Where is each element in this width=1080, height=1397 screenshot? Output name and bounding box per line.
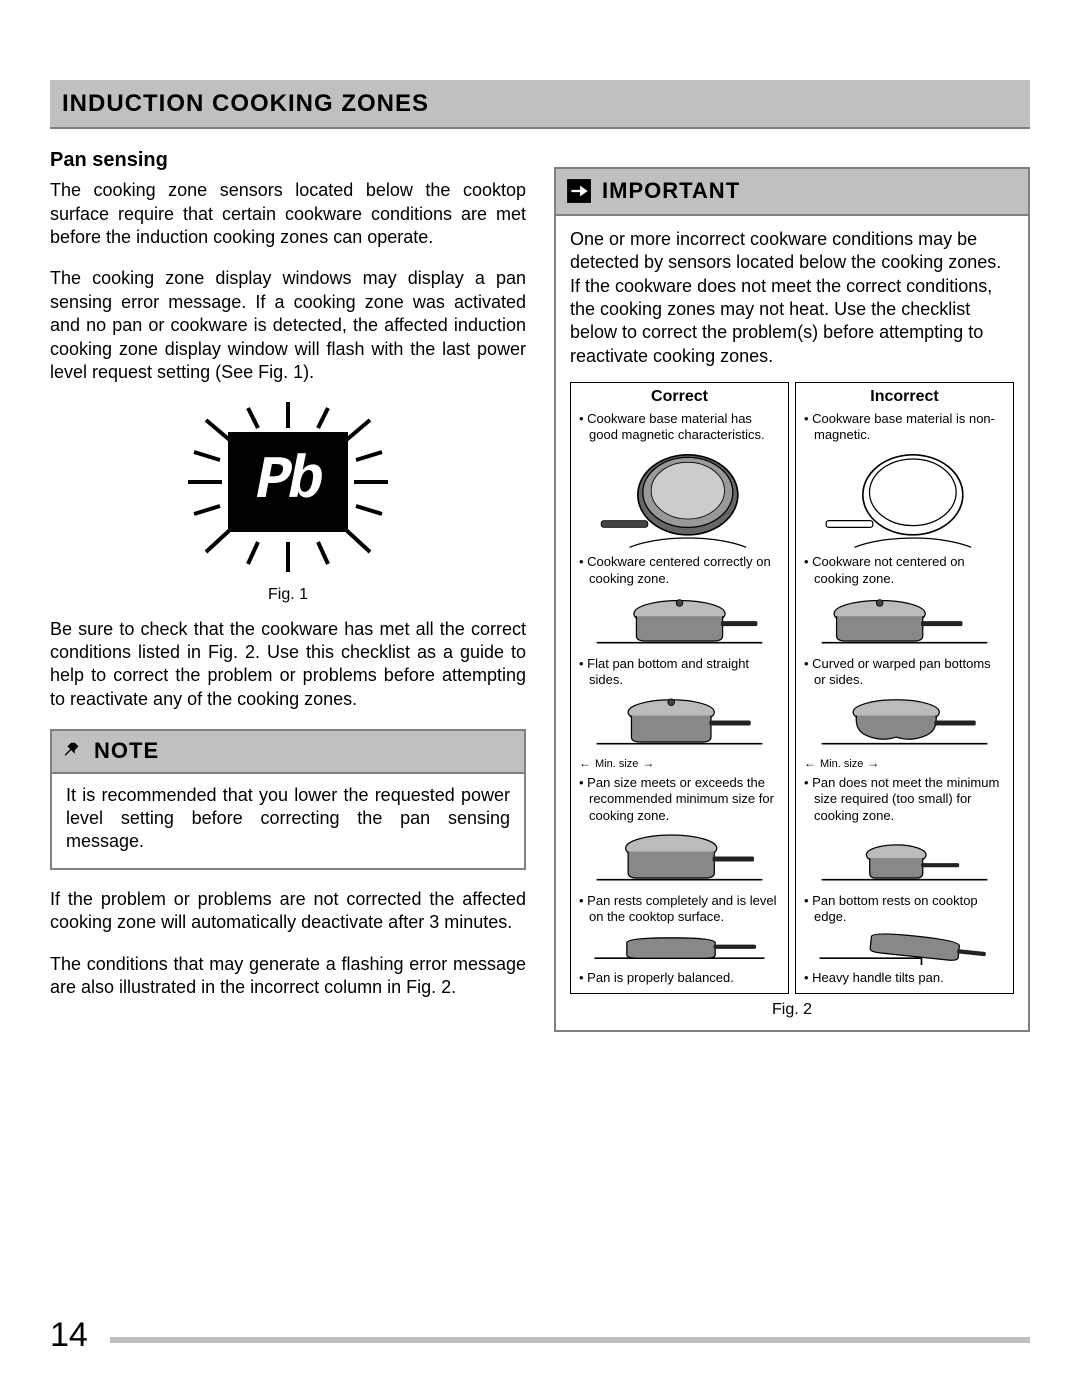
note-header: NOTE bbox=[52, 731, 524, 774]
pan-level-diagram bbox=[579, 931, 780, 965]
pan-centered-diagram bbox=[579, 593, 780, 651]
pan-edge-diagram bbox=[804, 931, 1005, 965]
intro-paragraph-1: The cooking zone sensors located below t… bbox=[50, 179, 526, 249]
pb-error-display: Pb bbox=[188, 402, 388, 572]
note-label: NOTE bbox=[94, 737, 159, 766]
correct-item-2: Cookware centered correctly on cooking z… bbox=[571, 553, 788, 589]
incorrect-item-2: Cookware not centered on cooking zone. bbox=[796, 553, 1013, 589]
pan-warped-diagram bbox=[804, 694, 1005, 752]
right-column: IMPORTANT One or more incorrect cookware… bbox=[554, 147, 1030, 1032]
arrow-right-small-icon: → bbox=[642, 756, 654, 772]
checklist: Correct Cookware base material has good … bbox=[570, 382, 1014, 993]
incorrect-item-5: Pan bottom rests on cooktop edge. bbox=[796, 892, 1013, 928]
important-text: One or more incorrect cookware condition… bbox=[570, 228, 1014, 368]
display-code: Pb bbox=[256, 443, 320, 521]
incorrect-item-6: Heavy handle tilts pan. bbox=[796, 969, 1013, 988]
correct-item-3: Flat pan bottom and straight sides. bbox=[571, 655, 788, 691]
left-column: Pan sensing The cooking zone sensors loc… bbox=[50, 147, 526, 1032]
display-box: Pb bbox=[228, 432, 348, 532]
min-size-indicator-incorrect: ← Min. size → bbox=[796, 756, 1013, 774]
note-box: NOTE It is recommended that you lower th… bbox=[50, 729, 526, 870]
min-size-label: Min. size bbox=[820, 757, 863, 771]
incorrect-item-3: Curved or warped pan bottoms or sides. bbox=[796, 655, 1013, 691]
figure-1-caption: Fig. 1 bbox=[50, 585, 526, 606]
important-body: One or more incorrect cookware condition… bbox=[556, 216, 1028, 1031]
pan-toosmall-diagram bbox=[804, 830, 1005, 888]
arrow-left-icon: ← bbox=[804, 756, 816, 772]
correct-header: Correct bbox=[571, 383, 788, 410]
correct-item-4: Pan size meets or exceeds the recommende… bbox=[571, 774, 788, 826]
note-body: It is recommended that you lower the req… bbox=[52, 774, 524, 868]
arrow-right-icon bbox=[566, 178, 592, 204]
min-size-label: Min. size bbox=[595, 757, 638, 771]
correct-column: Correct Cookware base material has good … bbox=[570, 382, 789, 993]
min-size-indicator-correct: ← Min. size → bbox=[571, 756, 788, 774]
arrow-right-small-icon: → bbox=[867, 756, 879, 772]
pan-offcenter-diagram bbox=[804, 593, 1005, 651]
pan-sensing-heading: Pan sensing bbox=[50, 147, 526, 173]
incorrect-item-1: Cookware base material is non-magnetic. bbox=[796, 410, 1013, 446]
pushpin-icon bbox=[62, 740, 84, 762]
paragraph-5: The conditions that may generate a flash… bbox=[50, 953, 526, 1000]
paragraph-3: Be sure to check that the cookware has m… bbox=[50, 618, 526, 712]
figure-1: Pb Fig. 1 bbox=[50, 402, 526, 605]
incorrect-item-4: Pan does not meet the minimum size requi… bbox=[796, 774, 1013, 826]
two-column-layout: Pan sensing The cooking zone sensors loc… bbox=[50, 147, 1030, 1032]
incorrect-column: Incorrect Cookware base material is non-… bbox=[795, 382, 1014, 993]
important-header: IMPORTANT bbox=[556, 169, 1028, 216]
important-box: IMPORTANT One or more incorrect cookware… bbox=[554, 167, 1030, 1032]
footer-rule bbox=[110, 1337, 1030, 1343]
note-text: It is recommended that you lower the req… bbox=[66, 784, 510, 854]
correct-item-5: Pan rests completely and is level on the… bbox=[571, 892, 788, 928]
figure-2-caption: Fig. 2 bbox=[570, 1000, 1014, 1021]
page-number: 14 bbox=[50, 1313, 88, 1357]
correct-item-6: Pan is properly balanced. bbox=[571, 969, 788, 988]
correct-item-1: Cookware base material has good magnetic… bbox=[571, 410, 788, 446]
paragraph-4: If the problem or problems are not corre… bbox=[50, 888, 526, 935]
pan-flat-diagram bbox=[579, 694, 780, 752]
intro-paragraph-2: The cooking zone display windows may dis… bbox=[50, 267, 526, 384]
pan-magnetic-diagram bbox=[579, 449, 780, 549]
important-label: IMPORTANT bbox=[602, 177, 740, 206]
pan-size-diagram bbox=[579, 830, 780, 888]
pan-nonmagnetic-diagram bbox=[804, 449, 1005, 549]
incorrect-header: Incorrect bbox=[796, 383, 1013, 410]
arrow-left-icon: ← bbox=[579, 756, 591, 772]
section-header: INDUCTION COOKING ZONES bbox=[50, 80, 1030, 129]
